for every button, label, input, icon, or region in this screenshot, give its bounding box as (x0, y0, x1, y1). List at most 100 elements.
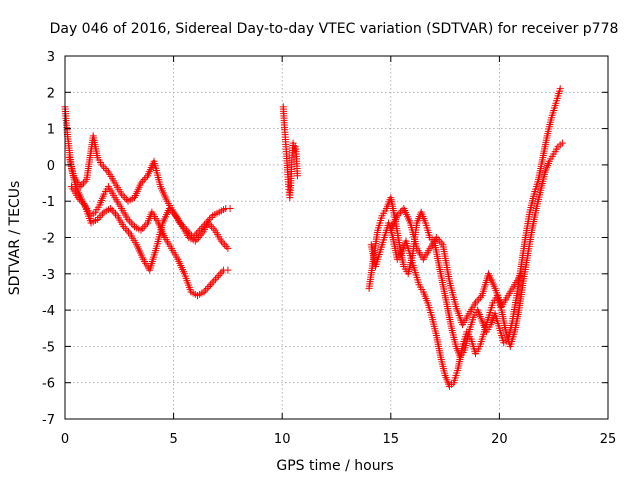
data-point (137, 179, 145, 187)
chart-title: Day 046 of 2016, Sidereal Day-to-day VTE… (50, 21, 619, 37)
data-point-fill (126, 217, 134, 225)
data-point-fill (208, 279, 216, 287)
data-point-fill (197, 224, 205, 232)
data-point (213, 273, 221, 281)
data-point-fill (209, 224, 217, 232)
data-point (472, 299, 480, 307)
data-point-fill (127, 219, 135, 227)
y-tick-label: -2 (42, 232, 55, 247)
data-point-fill (215, 272, 223, 280)
data-point-fill (476, 293, 484, 301)
data-point-fill (121, 224, 129, 232)
data-point-fill (97, 212, 105, 220)
data-point (124, 215, 132, 223)
y-tick-label: -5 (42, 340, 55, 355)
data-point-fill (195, 234, 203, 241)
data-point (517, 270, 525, 278)
data-point (165, 204, 173, 212)
data-point-fill (218, 268, 226, 276)
data-point-fill (193, 235, 201, 243)
data-point-fill (110, 208, 118, 216)
data-point-fill (121, 194, 129, 202)
data-point-fill (436, 237, 444, 245)
data-point-fill (211, 275, 219, 283)
data-point-fill (205, 215, 213, 223)
data-point-fill (79, 179, 87, 187)
data-point (224, 266, 232, 274)
y-tick-label: 1 (47, 123, 55, 138)
data-point (76, 183, 84, 191)
data-point-fill (100, 163, 108, 171)
data-point-fill (208, 223, 216, 231)
data-point (120, 223, 128, 231)
data-point-fill (475, 295, 483, 303)
y-tick-label: 0 (47, 159, 55, 174)
data-point-fill (473, 297, 481, 305)
y-tick-label: -1 (42, 195, 55, 210)
data-point (224, 244, 232, 252)
data-point (432, 234, 440, 241)
data-point-fill (81, 177, 89, 185)
data-point-fill (196, 232, 204, 240)
data-point-fill (210, 277, 218, 285)
data-point-fill (434, 235, 442, 243)
data-point (293, 172, 301, 180)
data-point (107, 204, 115, 212)
data-points (61, 85, 566, 390)
data-point (217, 237, 225, 245)
y-tick-label: -7 (42, 413, 55, 428)
data-point (204, 219, 212, 227)
x-tick-label: 0 (61, 432, 69, 447)
data-point-fill (95, 214, 103, 222)
data-point (200, 288, 208, 296)
data-point-fill (103, 166, 111, 174)
data-point (94, 215, 102, 223)
x-axis-label: GPS time / hours (276, 458, 393, 474)
y-tick-label: -3 (42, 268, 55, 283)
data-point-fill (77, 197, 85, 205)
y-axis-label: SDTVAR / TECUs (7, 181, 23, 296)
data-point-fill (111, 210, 119, 218)
data-point-fill (108, 206, 116, 214)
data-point (137, 226, 145, 234)
data-point-fill (142, 174, 150, 182)
data-point-fill (222, 243, 230, 251)
data-point-fill (129, 221, 137, 229)
data-point (556, 85, 564, 93)
data-point-fill (437, 239, 445, 247)
x-tick-label: 10 (274, 432, 291, 447)
data-point-fill (79, 199, 87, 207)
data-point-fill (216, 270, 224, 278)
data-point-fill (395, 210, 403, 218)
data-point-fill (101, 165, 109, 173)
data-point-fill (219, 239, 227, 247)
y-tick-label: -4 (42, 304, 55, 319)
data-point-fill (170, 210, 178, 218)
y-tick-label: 2 (47, 86, 55, 101)
data-point (196, 226, 204, 234)
y-tick-label: -6 (42, 377, 55, 392)
data-point (558, 139, 566, 147)
data-point-fill (98, 210, 106, 218)
x-tick-label: 20 (491, 432, 508, 447)
data-point-fill (202, 286, 210, 294)
data-point (98, 161, 106, 169)
x-tick-label: 15 (383, 432, 400, 447)
x-tick-label: 25 (600, 432, 617, 447)
data-point-fill (205, 283, 213, 291)
data-point (226, 204, 234, 212)
y-tick-labels: -7 -6 -5 -4 -3 -2 -1 0 1 2 3 (42, 50, 55, 428)
data-point-fill (119, 192, 127, 200)
data-point (207, 281, 215, 289)
x-tick-label: 5 (169, 432, 177, 447)
data-point (191, 237, 199, 245)
data-point (117, 190, 125, 198)
data-point-fill (204, 217, 212, 225)
axis-ticks (64, 55, 609, 420)
data-point-fill (142, 221, 150, 229)
data-point-fill (169, 208, 177, 216)
data-point-fill (122, 195, 130, 203)
data-point-fill (139, 224, 147, 232)
y-tick-label: 3 (47, 50, 55, 65)
